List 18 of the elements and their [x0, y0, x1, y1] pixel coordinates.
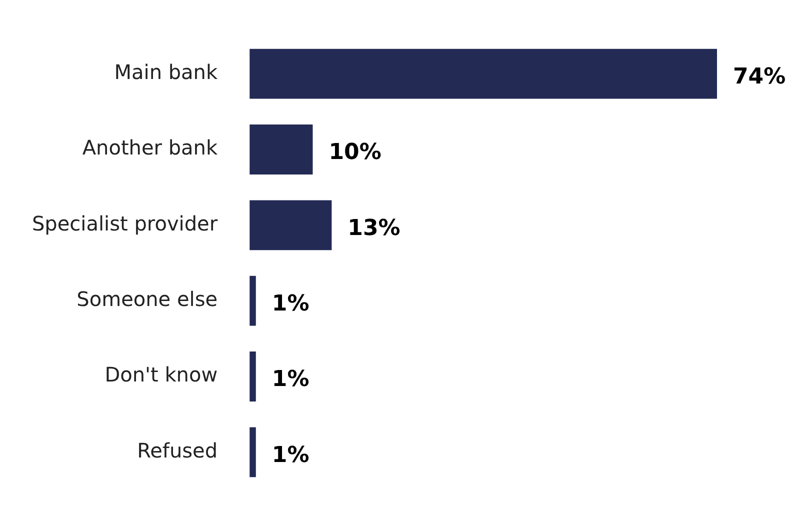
y-tick-label: Someone else [76, 287, 218, 312]
y-tick-label: Main bank [114, 60, 218, 84]
y-tick-label: Specialist provider [32, 211, 218, 236]
y-tick-label: Refused [137, 438, 218, 462]
bar [250, 276, 256, 326]
data-label: 13% [348, 216, 400, 241]
data-label: 10% [328, 140, 382, 166]
y-tick-label: Don't know [104, 362, 218, 387]
data-label: 1% [272, 442, 310, 468]
data-label: 1% [272, 292, 310, 317]
bar [250, 200, 332, 250]
bar [250, 124, 313, 174]
bar [250, 352, 256, 402]
bar [250, 427, 256, 478]
bar [250, 48, 717, 99]
data-label: 1% [272, 367, 310, 392]
y-tick-label: Another bank [82, 136, 218, 160]
data-label: 74% [733, 64, 786, 90]
